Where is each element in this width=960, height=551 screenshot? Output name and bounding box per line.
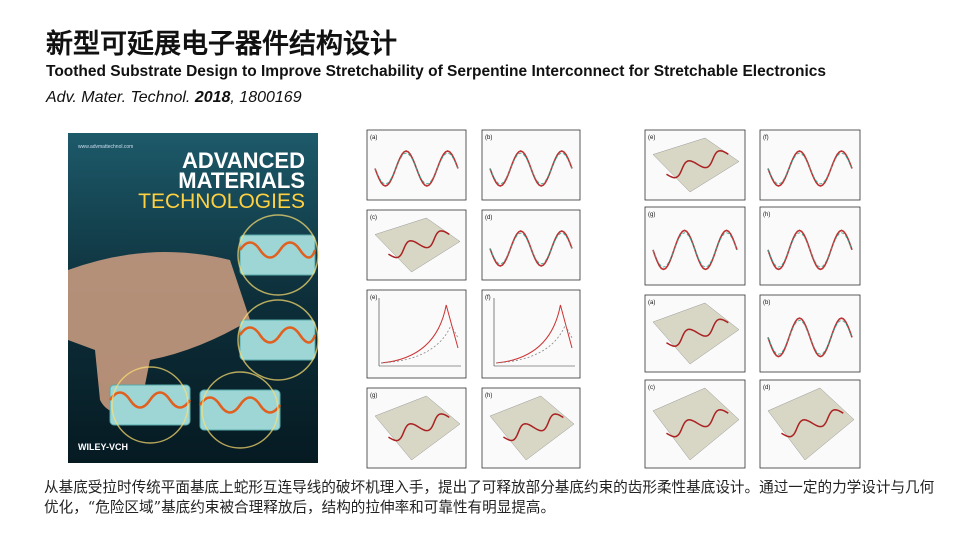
panel-label: (g)	[648, 212, 655, 218]
panel	[481, 209, 581, 281]
figure-right: (e) (f) (g) (h) (a) (b) (c) (d)	[644, 129, 861, 469]
panel	[759, 206, 861, 286]
panel-label: (d)	[485, 215, 492, 221]
subtitle: Toothed Substrate Design to Improve Stre…	[46, 63, 827, 80]
panel-label: (b)	[485, 135, 492, 141]
panel	[481, 289, 581, 379]
substrate	[374, 395, 461, 461]
figure-left: (a) (b) (c) (d) (e) (f) (g) (h)	[366, 129, 581, 469]
panel-label: (f)	[763, 135, 769, 141]
substrate	[652, 387, 740, 461]
interconnect-strain	[489, 232, 573, 265]
interconnect	[781, 409, 844, 438]
substrate	[652, 302, 740, 365]
interconnect-strain	[374, 152, 459, 185]
panel-label: (a)	[370, 135, 377, 141]
interconnect	[388, 230, 450, 259]
panel-label: (a)	[648, 300, 655, 306]
interconnect	[388, 413, 450, 442]
curve	[495, 324, 573, 364]
figures: www.advmattechnol.com ADVANCED MATERIALS…	[68, 129, 861, 469]
interconnect-strain	[767, 152, 853, 185]
panel-label: (b)	[763, 300, 770, 306]
panel	[366, 289, 467, 379]
panel-label: (e)	[648, 135, 655, 141]
panel-label: (e)	[370, 295, 377, 301]
panel-label: (f)	[485, 295, 491, 301]
journal: Adv. Mater. Technol.	[46, 89, 195, 106]
panel	[759, 294, 861, 373]
panel	[644, 206, 746, 286]
article-number: , 1800169	[230, 89, 302, 106]
citation: Adv. Mater. Technol. 2018, 1800169	[46, 89, 302, 107]
interconnect	[666, 318, 729, 347]
curve	[380, 324, 459, 364]
cover-title: TECHNOLOGIES	[138, 190, 305, 213]
interconnect	[503, 413, 564, 442]
substrate	[767, 387, 855, 461]
substrate	[489, 395, 575, 461]
curve	[380, 304, 459, 364]
title: 新型可延展电子器件结构设计	[46, 29, 397, 60]
body-text: 从基底受拉时传统平面基底上蛇形互连导线的破坏机理入手，提出了可释放部分基底约束的…	[44, 479, 935, 516]
interconnect	[666, 409, 729, 438]
cover-url: www.advmattechnol.com	[78, 144, 133, 150]
cover-title: MATERIALS	[178, 168, 305, 193]
interconnect-strain	[767, 319, 853, 355]
panel-label: (c)	[648, 385, 655, 391]
panel-label: (g)	[370, 393, 377, 399]
interconnect-strain	[652, 232, 738, 268]
cover-title: ADVANCED	[182, 148, 305, 173]
interconnect-strain	[489, 152, 573, 185]
panel-label: (c)	[370, 215, 377, 221]
panel	[366, 129, 467, 201]
year: 2018	[194, 89, 231, 106]
interconnect	[666, 150, 729, 179]
publisher: WILEY-VCH	[78, 442, 128, 452]
journal-cover: www.advmattechnol.com ADVANCED MATERIALS…	[68, 133, 319, 463]
panel	[759, 129, 861, 201]
panel-label: (d)	[763, 385, 770, 391]
curve	[495, 304, 573, 364]
interconnect-strain	[767, 232, 853, 268]
panel-label: (h)	[763, 212, 770, 218]
panel	[481, 129, 581, 201]
panel-label: (h)	[485, 393, 492, 399]
